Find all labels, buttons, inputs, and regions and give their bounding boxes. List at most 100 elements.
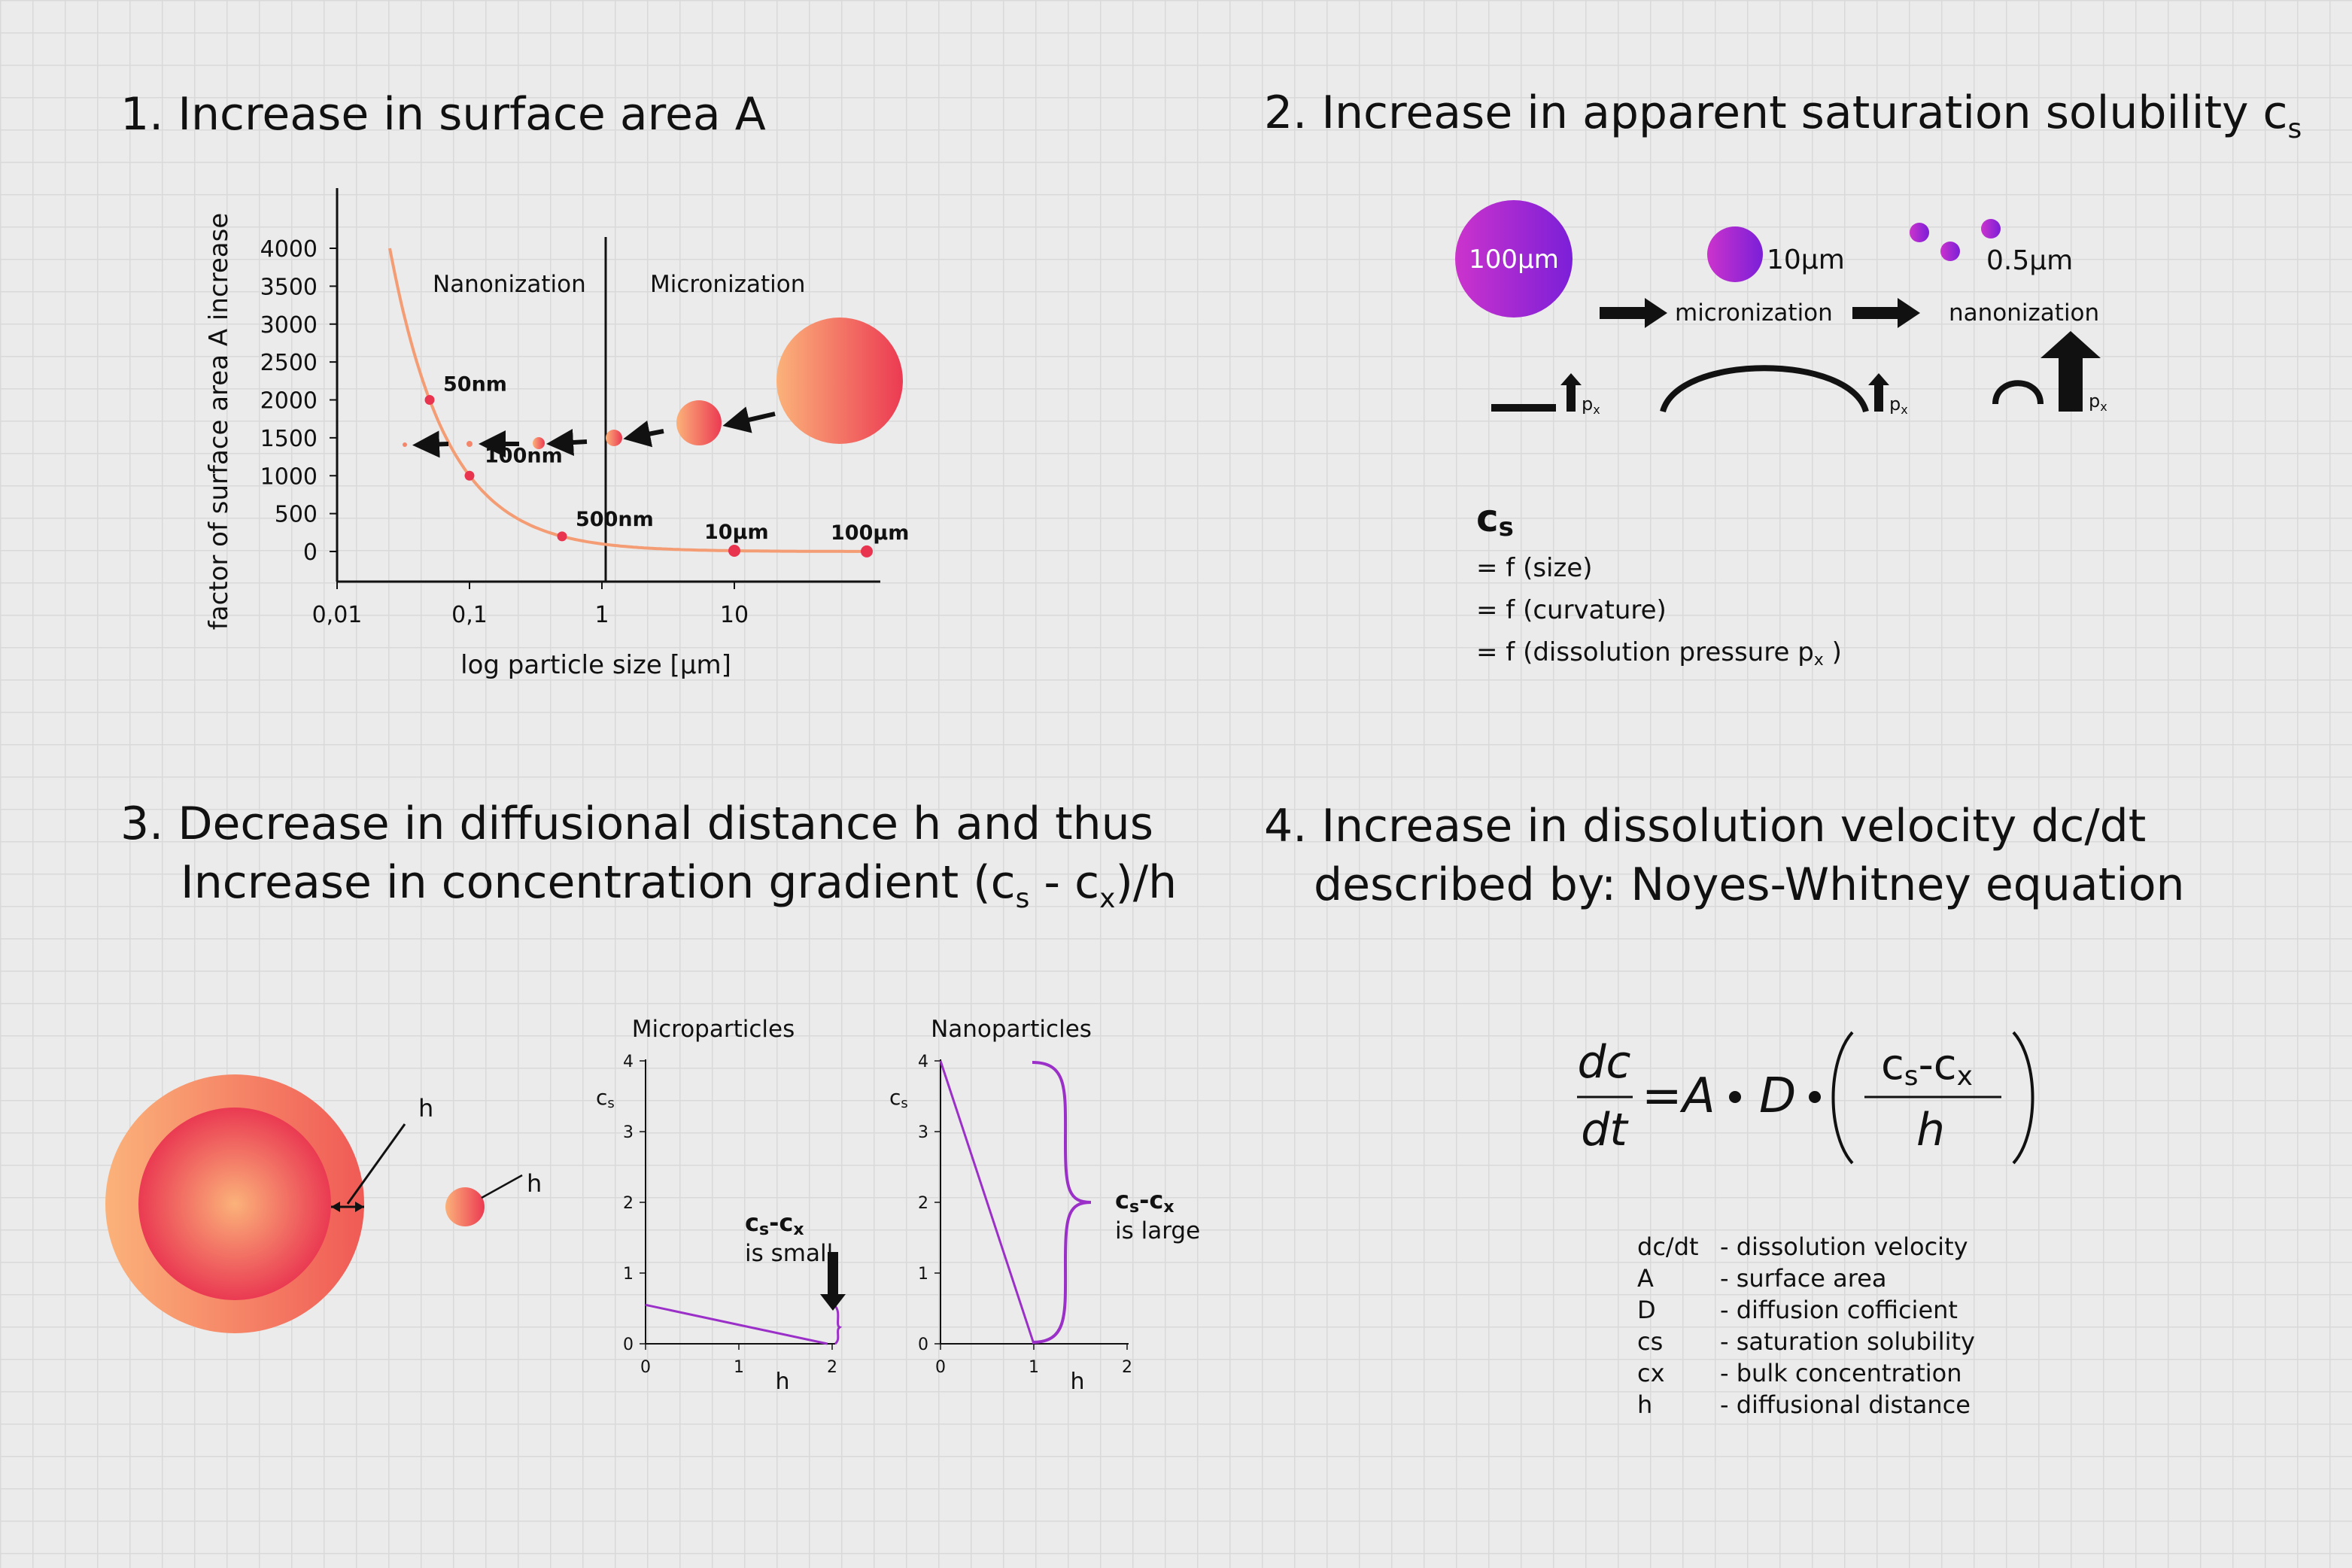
diffusion-diagram: h h Microparticles cs h 0 1 2 3 4 0 1 2 cs-cx i… bbox=[105, 1016, 1200, 1395]
y-tick-label: 3000 bbox=[260, 312, 318, 339]
eq-right-paren bbox=[2012, 1031, 2034, 1165]
legend-desc: - saturation solubility bbox=[1720, 1327, 1975, 1356]
surface-area-chart: Nanonization Micronization factor of sur… bbox=[204, 188, 909, 680]
particle-100nm bbox=[466, 441, 473, 447]
eq-dc: dc bbox=[1577, 1036, 1630, 1089]
h-label-small: h bbox=[527, 1169, 542, 1198]
y-tick-label: 500 bbox=[275, 502, 318, 528]
px-label-3: px bbox=[2089, 390, 2107, 414]
legend-sym: cs bbox=[1637, 1327, 1664, 1356]
nano-y-label: cs bbox=[889, 1085, 908, 1111]
data-point bbox=[557, 531, 567, 542]
section1-title: 1. Increase in surface area A bbox=[120, 85, 766, 144]
nano-x-label: h bbox=[1070, 1369, 1084, 1395]
equation-legend: dc/dt - dissolution velocity A - surface a… bbox=[1637, 1231, 1975, 1421]
microparticles-chart: Microparticles cs h 0 1 2 3 4 0 1 2 cs-cx is sm… bbox=[596, 1016, 846, 1395]
section4-title-line1: 4. Increase in dissolution velocity dc/d… bbox=[1264, 800, 2147, 852]
particle-05um-c bbox=[1981, 219, 2001, 239]
px-arrow-large bbox=[2041, 331, 2101, 412]
y-tick-label: 2500 bbox=[260, 350, 318, 376]
legend-row-dcdt: dc/dt - dissolution velocity bbox=[1637, 1231, 1975, 1263]
strong-curvature bbox=[1992, 380, 2044, 405]
nanoparticles-title: Nanoparticles bbox=[931, 1016, 1092, 1043]
section2-title-sub: s bbox=[2287, 114, 2302, 144]
particle-05um-b bbox=[1940, 242, 1960, 261]
particle-1um bbox=[606, 430, 622, 446]
solubility-diagram: 100µm 10µm 0.5µm micronization nanonizat… bbox=[1455, 200, 2107, 670]
px-label-1: px bbox=[1582, 394, 1600, 417]
micro-diff-label: cs-cx bbox=[745, 1208, 804, 1239]
x-tick-label: 0,01 bbox=[312, 602, 363, 628]
legend-sym: dc/dt bbox=[1637, 1232, 1699, 1261]
x-tick-label: 0 bbox=[640, 1358, 651, 1377]
section3-title-line2-b: - c bbox=[1029, 856, 1100, 909]
x-axis-title: log particle size [µm] bbox=[460, 650, 731, 680]
nano-diff-label: cs-cx bbox=[1115, 1186, 1174, 1217]
section3-title-line2-c: )/h bbox=[1115, 856, 1178, 909]
y-tick-label: 3 bbox=[623, 1123, 634, 1142]
px-arrow-small-2 bbox=[1868, 373, 1889, 412]
legend-sym: D bbox=[1637, 1296, 1656, 1324]
y-tick-label: 2 bbox=[623, 1194, 634, 1213]
nano-gradient-line bbox=[939, 1060, 1035, 1345]
section3-title: 3. Decrease in diffusional distance h an… bbox=[120, 795, 1177, 917]
y-tick-label: 2000 bbox=[260, 388, 318, 415]
size-reduction-arrows bbox=[412, 406, 776, 458]
eq-dot-2 bbox=[1809, 1091, 1821, 1103]
nano-diff-large: is large bbox=[1115, 1217, 1200, 1244]
y-tick-label: 0 bbox=[303, 539, 318, 566]
legend-sym: h bbox=[1637, 1390, 1653, 1419]
legend-desc: - diffusion cofficient bbox=[1720, 1296, 1958, 1324]
particle-10um-purple bbox=[1707, 226, 1763, 282]
legend-desc: - surface area bbox=[1720, 1264, 1887, 1293]
y-tick-label: 0 bbox=[918, 1336, 928, 1354]
x-tick-label: 1 bbox=[734, 1358, 744, 1377]
microparticles-title: Microparticles bbox=[632, 1016, 795, 1043]
y-tick-label: 3500 bbox=[260, 274, 318, 300]
particle-100um bbox=[776, 318, 903, 444]
x-tick-label: 10 bbox=[720, 602, 749, 628]
section2-title-text: 2. Increase in apparent saturation solub… bbox=[1264, 87, 2288, 139]
h-pointer-small bbox=[481, 1174, 523, 1199]
section3-title-sub1: s bbox=[1015, 883, 1030, 914]
legend-desc: - dissolution velocity bbox=[1720, 1232, 1968, 1261]
micro-y-label: cs bbox=[596, 1085, 615, 1111]
nanoparticles-chart: Nanoparticles cs h 0 1 2 3 4 0 1 2 cs-cx is lar… bbox=[889, 1016, 1200, 1395]
eq-dt: dt bbox=[1581, 1104, 1629, 1156]
y-tick-label: 4 bbox=[623, 1053, 634, 1071]
data-point bbox=[861, 545, 873, 558]
micro-down-arrow bbox=[820, 1252, 846, 1311]
cs-curvature: = f (curvature) bbox=[1476, 595, 1667, 625]
y-tick-label: 1000 bbox=[260, 463, 318, 490]
small-particle bbox=[445, 1187, 485, 1226]
eq-equals: = bbox=[1642, 1068, 1682, 1124]
section4-title: 4. Increase in dissolution velocity dc/d… bbox=[1264, 797, 2185, 914]
legend-sym: A bbox=[1637, 1264, 1654, 1293]
size-label-100um: 100µm bbox=[1469, 245, 1559, 275]
h-pointer-large bbox=[346, 1123, 406, 1205]
noyes-whitney-equation: dc dt = A D cs-cx h bbox=[1577, 1031, 2034, 1165]
section3-title-line2: Increase in concentration gradient (cs -… bbox=[120, 853, 1177, 917]
y-tick-label: 2 bbox=[918, 1194, 928, 1213]
y-axis-title: factor of surface area A increase bbox=[204, 213, 234, 630]
eq-denominator: h bbox=[1916, 1104, 1945, 1156]
large-particle-inner bbox=[138, 1108, 331, 1300]
medium-curvature bbox=[1660, 365, 1869, 413]
particle-05um-a bbox=[1910, 223, 1929, 242]
nanonization-arrow bbox=[1852, 298, 1920, 328]
px-arrow-small-1 bbox=[1560, 373, 1582, 412]
legend-sym: cx bbox=[1637, 1359, 1665, 1387]
legend-row-cs: cs - saturation solubility bbox=[1637, 1326, 1975, 1357]
section1-title-text: 1. Increase in surface area A bbox=[120, 88, 766, 141]
particle-100um-purple bbox=[1455, 200, 1573, 318]
x-tick-label: 0 bbox=[935, 1358, 946, 1377]
data-point-label: 100nm bbox=[485, 444, 563, 467]
x-tick-label: 1 bbox=[594, 602, 609, 628]
cs-heading: cs bbox=[1476, 497, 1514, 542]
data-point bbox=[464, 470, 475, 481]
data-point-label: 100µm bbox=[831, 521, 909, 545]
legend-desc: - diffusional distance bbox=[1720, 1390, 1971, 1419]
section3-title-sub2: x bbox=[1099, 883, 1116, 914]
y-tick-label: 4 bbox=[918, 1053, 928, 1071]
